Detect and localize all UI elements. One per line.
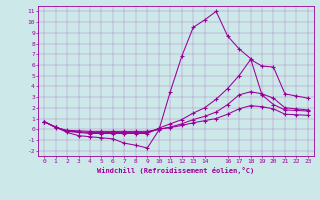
X-axis label: Windchill (Refroidissement éolien,°C): Windchill (Refroidissement éolien,°C) <box>97 167 255 174</box>
